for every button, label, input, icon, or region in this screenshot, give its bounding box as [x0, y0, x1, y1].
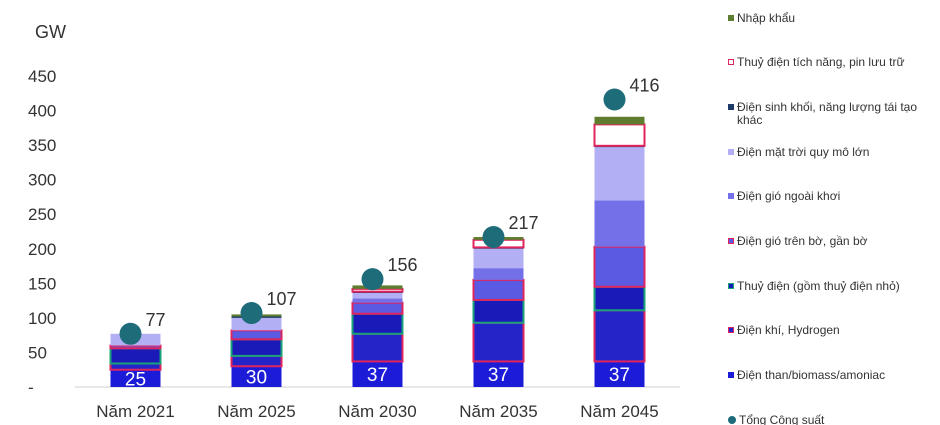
bar-segment	[351, 287, 404, 293]
legend-item: Thuỷ điện (gồm thuỷ điện nhỏ)	[728, 280, 933, 293]
legend-label: Điện mặt trời quy mô lớn	[737, 145, 870, 159]
legend-label: Điện gió ngoài khơi	[737, 189, 841, 203]
data-label: 37	[609, 365, 630, 386]
legend-item: Tổng Công suất	[728, 414, 933, 425]
legend-item: Điện sinh khối, năng lượng tái tạo khác	[728, 101, 933, 127]
y-tick-label: 400	[28, 102, 56, 121]
total-label: 107	[267, 289, 297, 309]
bar-segment	[352, 293, 403, 299]
y-tick-label: 50	[28, 343, 47, 362]
bar-segment	[231, 366, 282, 387]
x-tick-label: Năm 2045	[580, 402, 658, 421]
bar-segment	[594, 147, 645, 201]
total-label: 217	[509, 213, 539, 233]
legend-marker	[728, 327, 734, 333]
total-marker	[119, 322, 142, 345]
bar-segment	[472, 278, 525, 301]
legend-label: Thuỷ điện tích năng, pin lưu trữ	[737, 55, 905, 69]
legend-marker	[728, 104, 734, 110]
legend-label: Thuỷ điện (gồm thuỷ điện nhỏ)	[737, 279, 900, 293]
bar-segment	[472, 321, 525, 363]
legend-label: Tổng Công suất	[739, 413, 825, 425]
total-marker	[240, 302, 263, 325]
total-marker	[482, 226, 505, 249]
total-label: 77	[146, 310, 166, 330]
bar-segment	[352, 361, 403, 387]
bar-segment	[110, 369, 161, 387]
data-label: 37	[367, 365, 388, 386]
bar-segment	[473, 248, 524, 269]
bar-segment	[473, 268, 524, 280]
bar-segment	[351, 332, 404, 363]
bar-segment	[109, 347, 162, 365]
legend-marker	[728, 149, 734, 155]
total-label: 416	[630, 75, 660, 95]
bar-segment	[473, 361, 524, 387]
x-tick-label: Năm 2030	[338, 402, 416, 421]
bar-segment	[593, 245, 646, 288]
y-tick-label: 100	[28, 309, 56, 328]
x-tick-label: Năm 2035	[459, 402, 537, 421]
bar-segment	[230, 329, 283, 341]
legend-item: Điện gió ngoài khơi	[728, 190, 933, 203]
legend-label: Điện khí, Hydrogen	[737, 323, 840, 337]
bar-segment	[593, 285, 646, 312]
bar-segment	[593, 309, 646, 363]
bar-segment	[351, 312, 404, 335]
y-tick-label: 200	[28, 240, 56, 259]
legend-marker	[728, 283, 734, 289]
bar-segment	[230, 338, 283, 357]
data-label: 37	[488, 365, 509, 386]
legend-item: Điện mặt trời quy mô lớn	[728, 146, 933, 159]
legend-marker	[728, 59, 734, 65]
legend-item: Điện gió trên bờ, gần bờ	[728, 235, 933, 248]
legend-label: Điện sinh khối, năng lượng tái tạo khác	[737, 100, 918, 127]
legend-item: Điện khí, Hydrogen	[728, 324, 933, 337]
legend-marker	[728, 416, 736, 424]
total-marker	[603, 88, 626, 111]
chart: GW - 50 100 150 200 250 300 350 400 450 Năm 2021 25…	[28, 22, 680, 421]
bar-segment	[109, 344, 162, 350]
legend-label: Điện than/biomass/amoniac	[737, 368, 886, 382]
legend-item: Thuỷ điện tích năng, pin lưu trữ	[728, 56, 933, 69]
x-tick-label: Năm 2025	[217, 402, 295, 421]
x-tick-label: Năm 2021	[96, 402, 174, 421]
bar-segment	[594, 361, 645, 387]
legend-marker	[728, 15, 734, 21]
legend-item: Nhập khẩu	[728, 12, 933, 25]
y-axis-title: GW	[35, 22, 66, 42]
legend-marker	[728, 238, 734, 244]
y-tick-label: 350	[28, 136, 56, 155]
y-tick-label: 300	[28, 171, 56, 190]
bar-segment	[351, 301, 404, 315]
bar-segment	[230, 354, 283, 368]
y-tick-label: 250	[28, 205, 56, 224]
bar-segment	[472, 298, 525, 324]
y-tick-label: 150	[28, 274, 56, 293]
bar-segment	[352, 298, 403, 303]
y-tick-label: -	[28, 378, 34, 397]
data-label: 30	[246, 368, 267, 389]
data-label: 25	[125, 369, 146, 390]
bar-segment	[594, 116, 645, 125]
legend-item: Điện than/biomass/amoniac	[728, 369, 933, 382]
bar-segment	[593, 123, 646, 147]
legend-label: Nhập khẩu	[737, 11, 796, 25]
bar-segment	[594, 200, 645, 247]
legend-label: Điện gió trên bờ, gần bờ	[737, 234, 868, 248]
legend-marker	[728, 372, 734, 378]
total-marker	[361, 268, 384, 291]
legend-marker	[728, 193, 734, 199]
y-tick-label: 450	[28, 67, 56, 86]
total-label: 156	[388, 255, 418, 275]
